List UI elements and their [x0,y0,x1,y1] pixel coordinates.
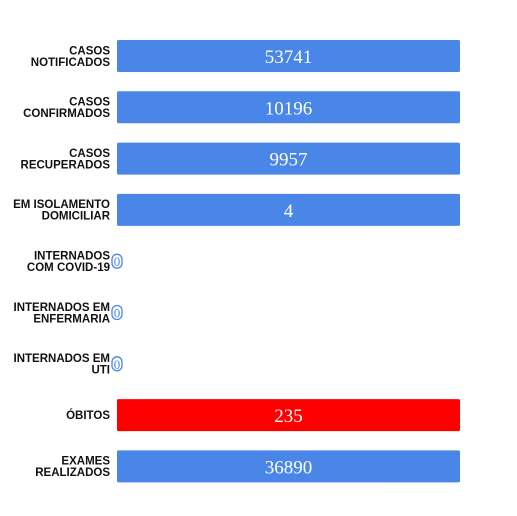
value-label: 0 [114,357,121,372]
category-label: CASOS NOTIFICADOS [31,45,111,69]
category-label-line: CASOS [69,148,110,160]
category-label: CASOS CONFIRMADOS [23,97,110,121]
value-label: 9957 [270,150,308,171]
category-label-line: REALIZADOS [35,467,110,479]
category-label: CASOS RECUPERADOS [21,148,111,172]
bar [117,399,460,432]
bar [117,193,460,226]
category-label: INTERNADOS COM COVID-19 [27,250,110,274]
bar [117,142,460,175]
category-label-line: DOMICILIAR [42,211,111,223]
category-label: ÓBITOS [66,409,110,422]
category-label-line: UTI [91,365,110,377]
value-label: 0 [114,306,121,321]
category-label-line: RECUPERADOS [21,159,111,171]
category-label-line: CASOS [69,45,110,57]
category-label-line: CASOS [69,97,110,109]
category-label-line: NOTIFICADOS [31,57,111,69]
bar [117,91,460,124]
category-label-line: ENFERMARIA [33,313,110,325]
value-label: 36890 [265,457,313,478]
category-label-line: ÓBITOS [66,409,110,422]
zero-bar [111,253,123,269]
category-label-line: INTERNADOS EM [14,353,110,365]
value-label: 4 [284,201,294,222]
category-label: INTERNADOS EM ENFERMARIA [14,302,110,326]
category-label-line: EXAMES [61,456,110,468]
category-label: EM ISOLAMENTO DOMICILIAR [13,199,111,223]
category-label: EXAMES REALIZADOS [35,456,110,480]
zero-bar [111,304,123,321]
category-label-line: INTERNADOS [34,250,110,262]
category-label-line: COM COVID-19 [27,262,110,274]
bar [117,40,460,72]
category-label-line: CONFIRMADOS [23,108,110,120]
category-label: INTERNADOS EM UTI [14,353,110,377]
zero-bar [111,356,123,372]
category-label-line: EM ISOLAMENTO [13,199,110,211]
value-label: 53741 [265,47,313,68]
value-label: 235 [274,406,303,427]
value-label: 10196 [265,98,313,119]
value-label: 0 [114,254,121,269]
category-label-line: INTERNADOS EM [14,302,110,314]
bar [117,450,460,483]
